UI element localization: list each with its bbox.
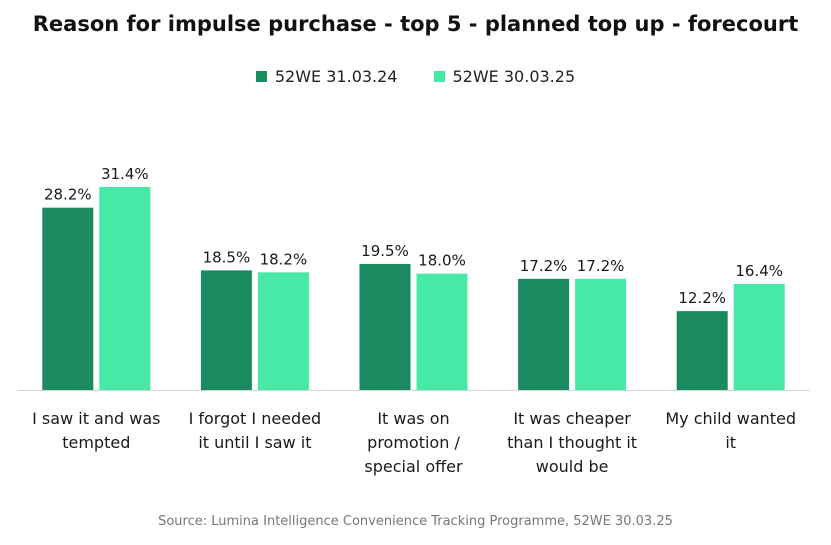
bar-series-1-cat-4 <box>518 278 570 390</box>
data-label-series-1-cat-2: 18.5% <box>203 248 251 266</box>
bar-series-2-cat-1 <box>99 187 151 390</box>
data-label-series-1-cat-5: 12.2% <box>678 289 726 307</box>
legend-swatch-series-1 <box>255 70 267 82</box>
category-label-2: I forgot I needed it until I saw it <box>189 409 322 452</box>
data-label-series-2-cat-3: 18.0% <box>418 252 466 270</box>
bar-series-2-cat-5 <box>733 283 785 390</box>
data-label-series-2-cat-4: 17.2% <box>577 257 625 275</box>
category-label-5: My child wanted it <box>665 409 796 452</box>
legend-item-series-1: 52WE 31.03.24 <box>255 66 398 86</box>
legend: 52WE 31.03.24 52WE 30.03.25 <box>0 64 831 88</box>
category-label-1: I saw it and was tempted <box>32 409 160 452</box>
chart-title: Reason for impulse purchase - top 5 - pl… <box>32 12 799 36</box>
legend-swatch-series-2 <box>433 70 445 82</box>
bar-chart: 28.2% 31.4% I saw it and was tempted 18.5% 18… <box>17 165 810 476</box>
legend-label-series-2: 52WE 30.03.25 <box>452 66 576 86</box>
data-label-series-1-cat-4: 17.2% <box>520 257 568 275</box>
legend-item-series-2: 52WE 30.03.25 <box>433 66 576 86</box>
category-label-3: It was on promotion / special offer <box>364 409 463 476</box>
data-label-series-2-cat-1: 31.4% <box>101 165 149 183</box>
bar-series-2-cat-3 <box>416 273 468 390</box>
bar-series-2-cat-2 <box>257 272 309 390</box>
bar-series-1-cat-5 <box>676 311 728 390</box>
legend-label-series-1: 52WE 31.03.24 <box>274 66 398 86</box>
bar-series-1-cat-2 <box>200 270 252 390</box>
data-label-series-2-cat-5: 16.4% <box>735 262 783 280</box>
bar-series-1-cat-1 <box>42 207 94 390</box>
data-label-series-2-cat-2: 18.2% <box>260 250 308 268</box>
category-label-4: It was cheaper than I thought it would be <box>507 409 637 476</box>
source-note: Source: Lumina Intelligence Convenience … <box>158 514 673 529</box>
data-label-series-1-cat-1: 28.2% <box>44 186 92 204</box>
bar-series-2-cat-4 <box>575 278 627 390</box>
data-label-series-1-cat-3: 19.5% <box>361 242 409 260</box>
bar-series-1-cat-3 <box>359 263 411 390</box>
